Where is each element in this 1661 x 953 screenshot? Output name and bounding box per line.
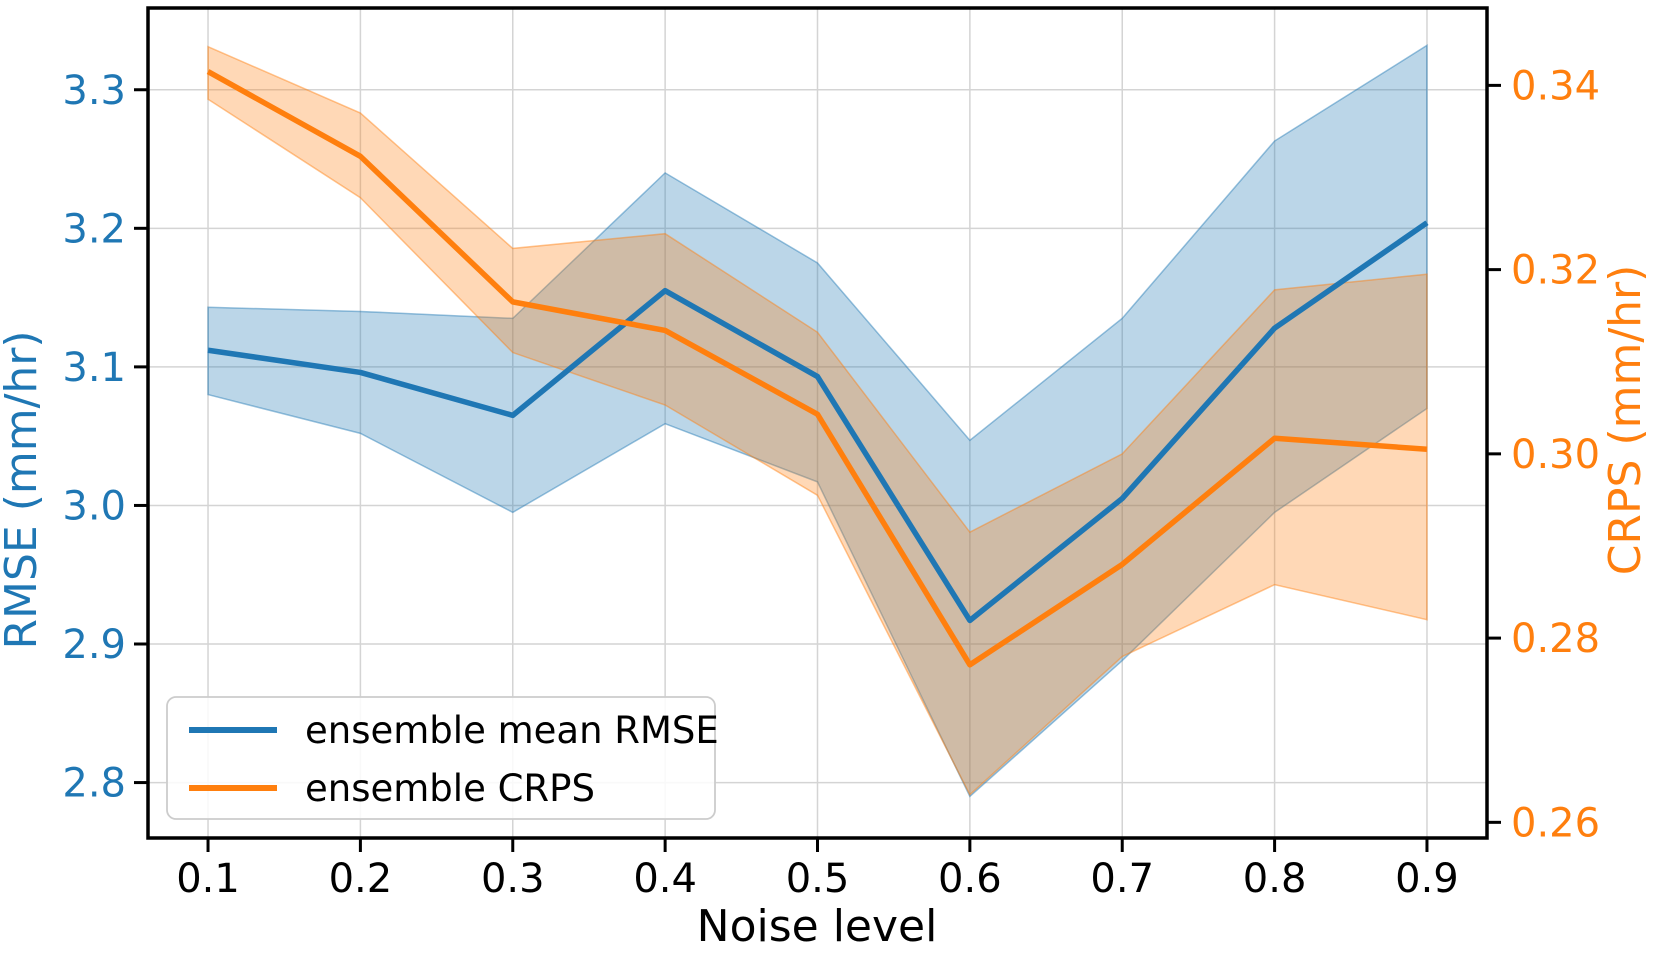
x-tick-label: 0.9	[1395, 856, 1459, 902]
legend-label: ensemble mean RMSE	[305, 709, 719, 752]
left-tick-label: 3.1	[62, 345, 126, 391]
left-tick-label: 3.3	[62, 68, 126, 114]
left-y-axis-label: RMSE (mm/hr)	[0, 330, 47, 649]
right-y-axis-label: CRPS (mm/hr)	[1600, 265, 1651, 576]
x-tick-label: 0.2	[329, 856, 393, 902]
right-tick-label: 0.30	[1511, 432, 1600, 478]
gridlines	[148, 8, 1487, 838]
x-tick-label: 0.6	[938, 856, 1002, 902]
right-tick-label: 0.28	[1511, 616, 1600, 662]
right-tick-label: 0.32	[1511, 248, 1600, 294]
legend-box	[166, 696, 716, 820]
axes: 0.1 0.2 0.3 0.4 0.5 0.6 0.7 0.8 0.9 2.8 2.9 3.0 3.1 3…	[62, 6, 1600, 902]
x-tick-label: 0.1	[176, 856, 240, 902]
x-tick-label: 0.4	[633, 856, 697, 902]
x-tick-label: 0.3	[481, 856, 545, 902]
right-tick-label: 0.34	[1511, 63, 1600, 109]
rmse-line	[207, 220, 1429, 624]
left-tick-label: 3.0	[62, 483, 126, 529]
crps-band	[207, 45, 1428, 796]
left-tick-label: 2.9	[62, 622, 126, 668]
x-tick-label: 0.7	[1090, 856, 1154, 902]
rmse-band	[207, 44, 1428, 798]
x-axis-label: Noise level	[697, 901, 938, 952]
legend-label: ensemble CRPS	[305, 767, 595, 810]
uncertainty-bands	[207, 44, 1428, 798]
series-lines	[206, 69, 1429, 668]
x-tick-label: 0.5	[786, 856, 850, 902]
crps-line	[206, 69, 1428, 668]
left-tick-label: 2.8	[62, 761, 126, 807]
left-tick-label: 3.2	[62, 206, 126, 252]
right-tick-label: 0.26	[1511, 800, 1600, 846]
legend: ensemble mean RMSE ensemble CRPS	[166, 696, 719, 820]
x-tick-label: 0.8	[1243, 856, 1307, 902]
